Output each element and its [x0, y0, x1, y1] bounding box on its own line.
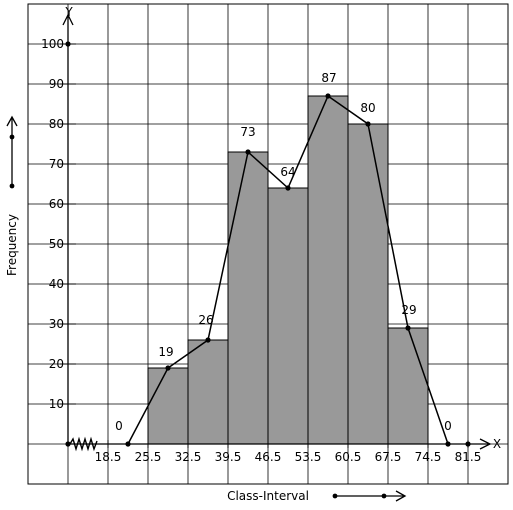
histogram-bar	[307, 95, 349, 445]
axes	[62, 13, 492, 452]
x-tick-label: 18.5	[95, 450, 122, 464]
y-direction-arrowhead	[6, 115, 18, 127]
data-label: 64	[280, 165, 295, 179]
x-tick-label: 67.5	[375, 450, 402, 464]
x-axis-arrowhead	[479, 438, 492, 450]
y-axis-label: Frequency	[5, 214, 19, 276]
y-tick-label: 100	[41, 37, 64, 51]
y-direction-dot	[9, 134, 15, 140]
x-tick-label: 81.5	[455, 450, 482, 464]
y-tick-label: 10	[49, 397, 64, 411]
polygon-point	[205, 337, 211, 343]
y-tick-label: 50	[49, 237, 64, 251]
data-label: 0	[444, 419, 452, 433]
polygon-point	[245, 149, 251, 155]
y-tick-label: 20	[49, 357, 64, 371]
x-tick-label: 60.5	[335, 450, 362, 464]
data-label: 0	[115, 419, 123, 433]
y-tick-label: 60	[49, 197, 64, 211]
histogram-bars	[147, 95, 429, 445]
data-label: 80	[360, 101, 375, 115]
data-label: 26	[198, 313, 213, 327]
frequency-polygon: 0 19 26 73 64 87 80 29 0	[115, 71, 471, 447]
x-direction-arrowhead	[395, 490, 407, 502]
polygon-point	[325, 93, 331, 99]
histogram-bar	[347, 123, 389, 445]
histogram-bar	[387, 327, 429, 445]
x-tick-label: 53.5	[295, 450, 322, 464]
y-axis-letter: Y	[64, 5, 73, 19]
polygon-point	[445, 441, 451, 447]
x-tick-label: 46.5	[255, 450, 282, 464]
x-direction-dot	[332, 493, 338, 499]
x-tick-label: 32.5	[175, 450, 202, 464]
x-direction-dot	[381, 493, 387, 499]
data-label: 19	[158, 345, 173, 359]
x-tick-label: 39.5	[215, 450, 242, 464]
polygon-point	[165, 365, 171, 371]
y-tick-label: 70	[49, 157, 64, 171]
y-tick-label: 30	[49, 317, 64, 331]
data-label: 29	[401, 303, 416, 317]
axis-decorations	[6, 115, 407, 502]
y-axis-arrowhead	[62, 13, 74, 26]
polygon-point	[125, 441, 131, 447]
data-label: 73	[240, 125, 255, 139]
histogram-bar	[187, 339, 229, 445]
polygon-point	[365, 121, 371, 127]
x-axis-letter: X	[493, 437, 501, 451]
x-tick-label: 74.5	[415, 450, 442, 464]
tick-labels: 18.5 25.5 32.5 39.5 46.5 53.5 60.5 67.5 74.5 81.5…	[41, 37, 481, 464]
y-tick-label: 80	[49, 117, 64, 131]
origin-dot	[65, 441, 71, 447]
y-tick-label: 40	[49, 277, 64, 291]
polygon-point	[405, 325, 411, 331]
axis-break-kink	[69, 436, 98, 452]
y-tick-label: 90	[49, 77, 64, 91]
data-label: 87	[321, 71, 336, 85]
histogram-bar	[227, 151, 269, 445]
histogram-bar	[147, 367, 189, 445]
polygon-point	[285, 185, 291, 191]
x-tick-label: 25.5	[135, 450, 162, 464]
x-axis-end-dot	[465, 441, 471, 447]
y-direction-dot	[9, 183, 15, 189]
x-axis-label: Class-Interval	[227, 489, 309, 503]
histogram-bar	[267, 187, 309, 445]
